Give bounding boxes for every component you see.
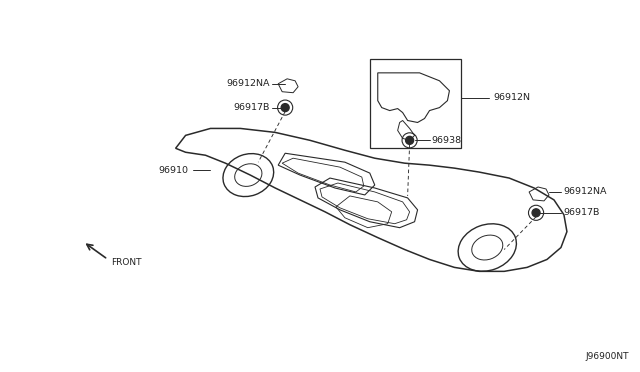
Circle shape xyxy=(281,104,289,112)
Circle shape xyxy=(406,137,413,144)
Text: 96917B: 96917B xyxy=(563,208,599,217)
Text: 96912NA: 96912NA xyxy=(563,187,607,196)
Text: 96912N: 96912N xyxy=(493,93,531,102)
Circle shape xyxy=(532,209,540,217)
Text: FRONT: FRONT xyxy=(111,258,141,267)
Text: 96938: 96938 xyxy=(431,136,461,145)
Text: 96910: 96910 xyxy=(159,166,189,174)
Text: J96900NT: J96900NT xyxy=(585,352,628,361)
Text: 96917B: 96917B xyxy=(234,103,270,112)
Text: 96912NA: 96912NA xyxy=(227,79,270,88)
